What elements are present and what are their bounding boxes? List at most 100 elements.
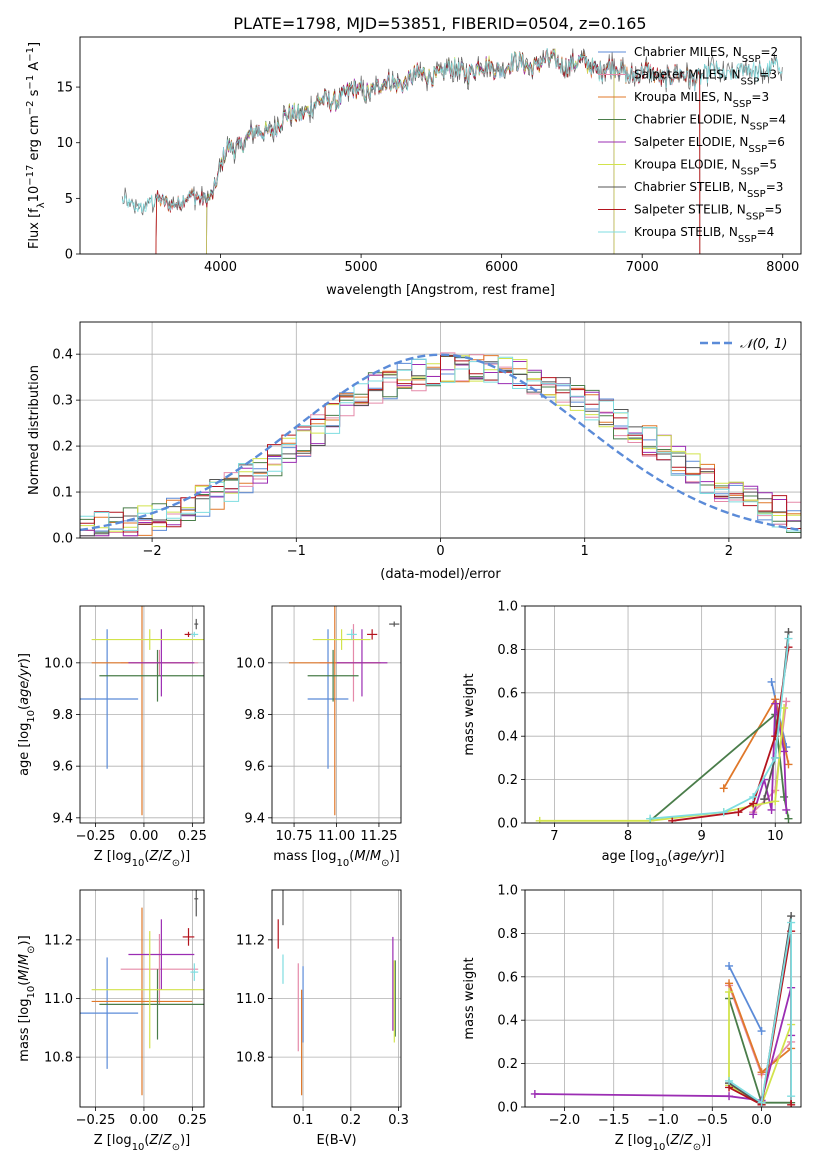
spectrum-frame [79, 36, 802, 255]
y-tick-label: 0.6 [497, 686, 518, 701]
data-point [784, 760, 793, 769]
y-tick-label: 9.4 [244, 811, 265, 826]
data-point [530, 1089, 539, 1098]
y-axis-label: mass weight [462, 673, 477, 755]
errorbars [277, 890, 396, 1096]
y-tick-label: 15 [56, 81, 73, 96]
legend-label: 𝒩(0, 1) [740, 337, 787, 352]
errorbar-kroupa-stelib [346, 629, 357, 640]
x-axis-label: wavelength [Angstrom, rest frame] [326, 283, 555, 298]
z_vs_mass-frame [79, 889, 205, 1108]
series-line [649, 712, 790, 822]
legend-label: Kroupa MILES, NSSP=3 [634, 90, 769, 110]
series-line [728, 931, 792, 1107]
x-axis-label: (data-model)/error [380, 567, 501, 582]
data-point [784, 814, 793, 823]
errorbar-kroupa-elodie [91, 629, 204, 650]
series-line [752, 703, 788, 815]
y-tick-label: 9.8 [244, 708, 265, 723]
y-tick-label: 0 [65, 248, 73, 263]
panel-residuals: −2 −1 0 1 2 0.0 0.1 0.2 0.3 0.4 (data-model)/error… [27, 321, 802, 582]
y-tick-label: 0.0 [497, 817, 518, 832]
x-tick-label: 4000 [204, 260, 237, 275]
data-point [787, 918, 796, 927]
normal-curve [80, 353, 801, 532]
legend-label: Chabrier STELIB, NSSP=3 [634, 180, 783, 200]
y-tick-label: 11.0 [236, 992, 265, 1007]
y-tick-label: 10.8 [236, 1051, 265, 1066]
data-point [749, 792, 758, 801]
x-tick-label: 7000 [626, 260, 659, 275]
y-tick-label: 10.0 [44, 656, 73, 671]
y-tick-label: 0.8 [497, 643, 518, 658]
y-tick-label: 11.2 [236, 933, 265, 948]
y-tick-label: 10.8 [44, 1051, 73, 1066]
data-point [725, 987, 734, 996]
data-point [725, 961, 734, 970]
spectrum-line-chabrier-elodie [206, 48, 615, 254]
panel-mass-vs-age: 10.75 11.00 11.25 9.4 9.6 9.8 10.0 mass [log10(… [236, 605, 402, 869]
y-tick-label: 0.6 [497, 970, 518, 985]
spectrum-lines [121, 47, 783, 254]
errorbar-chabrier-elodie [99, 649, 204, 702]
y-axis-label: age [log10(age/yr)] [17, 653, 37, 776]
y-axis-label: Flux [fλ10−17 erg cm−2 s−1 A−1] [25, 42, 47, 249]
spectrum-line-kroupa-elodie [206, 48, 615, 254]
legend-label: Salpeter ELODIE, NSSP=6 [634, 135, 785, 155]
x-tick-label: 0.2 [340, 1113, 361, 1128]
data-point [782, 697, 791, 706]
data-point [757, 1098, 766, 1107]
histogram-salpeter-stelib [80, 355, 801, 538]
errorbar-chabrier-elodie [99, 969, 204, 1040]
data-point [771, 797, 780, 806]
y-tick-label: 9.8 [52, 708, 73, 723]
figure-title: PLATE=1798, MJD=53851, FIBERID=0504, z=0… [233, 14, 646, 33]
x-axis-label: mass [log10(M/M⊙)] [273, 849, 399, 869]
data-point [719, 808, 728, 817]
data-point [725, 1076, 734, 1085]
x-tick-label: −1 [287, 544, 306, 559]
series-line [728, 965, 763, 1032]
errorbar-salpeter-stelib [182, 928, 195, 946]
spectrum-legend: Chabrier MILES, NSSP=2 Salpeter MILES, NS… [598, 45, 786, 245]
y-tick-label: 0.0 [497, 1101, 518, 1116]
x-tick-label: 0.00 [129, 829, 158, 844]
data-point [646, 814, 655, 823]
x-axis-label: E(B-V) [316, 1133, 356, 1148]
y-tick-label: 0.2 [497, 1057, 518, 1072]
y-axis-label: mass weight [462, 957, 477, 1039]
series-kroupa-stelib [646, 634, 793, 823]
legend-label: Kroupa STELIB, NSSP=4 [634, 225, 774, 245]
x-tick-label: 7 [550, 829, 558, 844]
residuals-frame [79, 321, 802, 539]
age_vs_mass_weight-frame [524, 605, 802, 824]
series-line [728, 992, 792, 1107]
data-point [787, 1100, 796, 1107]
mass_vs_age-frame [271, 605, 402, 824]
errorbar-salpeter-stelib [367, 629, 378, 640]
errorbar-kroupa-stelib [190, 963, 199, 981]
errorbars [80, 890, 204, 1096]
x-tick-label: 0.0 [751, 1113, 772, 1128]
x-tick-label: 0.00 [129, 1113, 158, 1128]
legend-label: Kroupa ELODIE, NSSP=5 [634, 158, 777, 178]
x-tick-label: 1 [581, 544, 589, 559]
y-tick-label: 0.2 [497, 773, 518, 788]
x-tick-label: 11.25 [360, 829, 397, 844]
data-point [760, 795, 769, 804]
series-kroupa-elodie [535, 703, 789, 823]
y-tick-label: 10 [56, 136, 73, 151]
y-axis-label: mass [log10(M/M⊙)] [17, 935, 37, 1061]
errorbar-kroupa-elodie [91, 931, 204, 1049]
x-tick-label: 0.25 [178, 1113, 207, 1128]
x-axis-label: Z [log10(Z/Z⊙)] [94, 849, 191, 869]
data-point [668, 816, 677, 823]
y-tick-label: 11.0 [44, 992, 73, 1007]
y-tick-label: 0.8 [497, 927, 518, 942]
series-line [539, 707, 785, 822]
x-tick-label: 0.3 [388, 1113, 409, 1128]
z_vs_mass_weight-frame [524, 889, 802, 1108]
x-tick-label: 6000 [485, 260, 518, 275]
data-point [787, 1092, 796, 1101]
